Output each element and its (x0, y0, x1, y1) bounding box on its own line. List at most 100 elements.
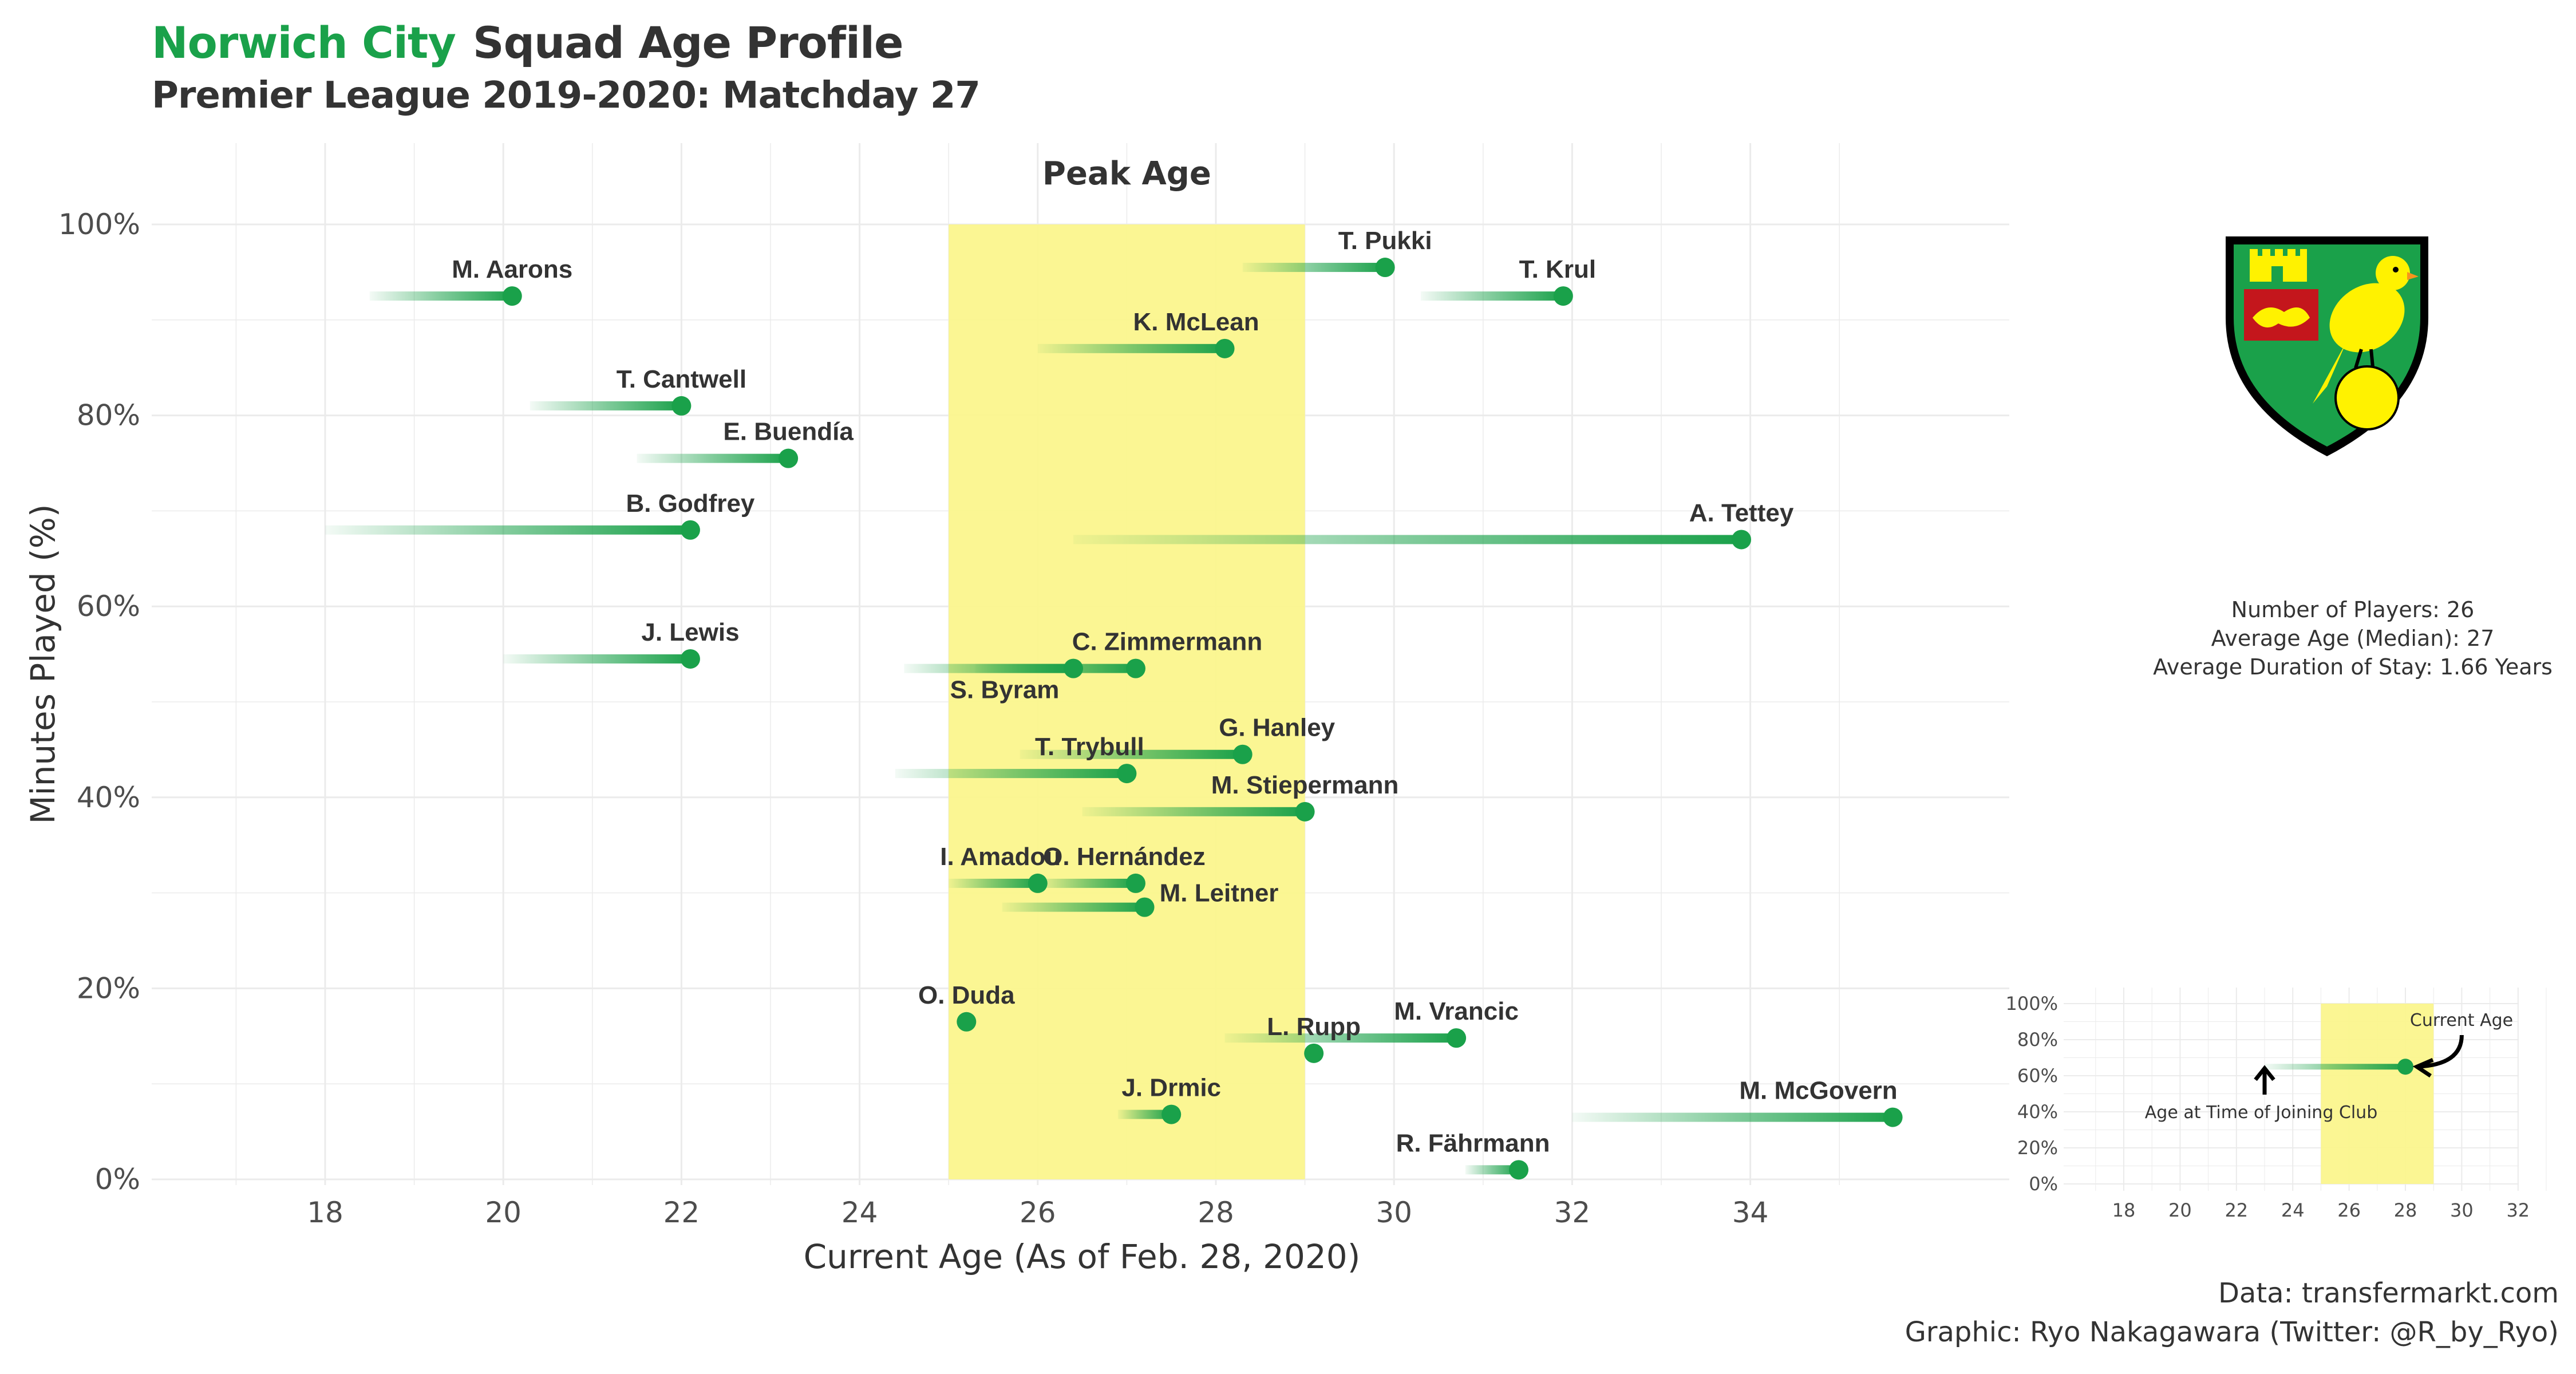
chart-subtitle: Premier League 2019-2020: Matchday 27 (152, 74, 981, 117)
x-tick-label: 22 (663, 1196, 700, 1229)
player-label: T. Trybull (1035, 733, 1144, 761)
x-tick-label: 28 (1198, 1196, 1234, 1229)
legend-y-tick: 20% (2017, 1137, 2058, 1159)
legend-y-tick: 60% (2017, 1065, 2058, 1087)
legend-arrowhead (2254, 1065, 2275, 1081)
player-label: T. Pukki (1338, 227, 1432, 255)
stay-segment (530, 401, 682, 410)
player-label: A. Tettey (1689, 499, 1794, 527)
current-age-point (1375, 258, 1395, 278)
legend-axis: 18 20 22 24 26 28 30 32 0% 20% 40% 60% 80% 100% (2006, 993, 2530, 1221)
legend-x-tick: 28 (2394, 1199, 2417, 1221)
player-label: I. Amadou (940, 843, 1061, 871)
stay-segment (1242, 263, 1385, 273)
y-tick-label: 40% (77, 781, 140, 814)
current-age-point (1232, 744, 1253, 764)
stay-segment (1224, 1033, 1457, 1043)
player-label: B. Godfrey (626, 489, 754, 518)
legend-y-tick: 80% (2017, 1029, 2058, 1051)
axis-layer: 18 20 22 24 26 28 30 32 34 0% 20% 40% 60% 80% 100% Curr… (23, 208, 1768, 1276)
stay-segment (1037, 878, 1136, 888)
stay-segment (904, 664, 1074, 673)
legend-y-tick: 100% (2006, 993, 2058, 1014)
legend-x-tick: 22 (2225, 1199, 2248, 1221)
player-label: R. Fährmann (1396, 1129, 1550, 1157)
title-text: Squad Age Profile (472, 17, 904, 68)
current-age-point (1117, 764, 1137, 784)
current-age-point (779, 448, 799, 468)
player-label: L. Rupp (1267, 1013, 1361, 1041)
legend-x-tick: 20 (2168, 1199, 2192, 1221)
legend-x-tick: 32 (2506, 1199, 2530, 1221)
legend-grid (2064, 988, 2547, 1191)
player-label: T. Krul (1519, 255, 1596, 283)
legend-annotations: Current Age Age at Time of Joining Club (2145, 1010, 2513, 1123)
squad-summary: Number of Players: 26 Average Age (Media… (2129, 595, 2576, 681)
current-age-point (957, 1012, 977, 1032)
player-label: S. Byram (950, 676, 1060, 704)
x-tick-label: 20 (485, 1196, 521, 1229)
legend-y-tick: 40% (2017, 1101, 2058, 1123)
x-tick-label: 30 (1376, 1196, 1412, 1229)
legend-arrowhead (2412, 1058, 2434, 1078)
stay-segment (369, 291, 512, 301)
x-tick-label: 18 (307, 1196, 343, 1229)
y-tick-label: 60% (77, 590, 140, 623)
player-label: O. Hernández (1043, 843, 1206, 871)
current-age-point (1553, 286, 1573, 306)
data-source: Data: transfermarkt.com (2218, 1277, 2559, 1309)
main-chart: Peak Age M. Aarons T. Pukki T. Krul K. McLe… (23, 143, 2009, 1276)
y-axis-title: Minutes Played (%) (23, 504, 62, 824)
legend-x-tick: 30 (2450, 1199, 2474, 1221)
peak-age-band (949, 224, 1305, 1179)
x-tick-label: 32 (1554, 1196, 1591, 1229)
y-tick-label: 100% (58, 208, 140, 241)
legend-current-age-point (2397, 1059, 2413, 1075)
legend-peak-band (2321, 1004, 2434, 1184)
legend-y-tick: 0% (2029, 1173, 2058, 1195)
player-label: T. Cantwell (617, 365, 746, 393)
legend-current-age-arrow (2416, 1035, 2464, 1069)
x-tick-label: 26 (1020, 1196, 1056, 1229)
player-label: G. Hanley (1219, 714, 1335, 742)
player-label: M. McGovern (1739, 1077, 1897, 1105)
stay-segment (1073, 535, 1742, 544)
x-tick-label: 24 (841, 1196, 878, 1229)
legend-joined-label: Age at Time of Joining Club (2145, 1103, 2377, 1123)
current-age-point (671, 396, 692, 416)
current-age-point (1125, 873, 1145, 893)
label-layer: M. Aarons T. Pukki T. Krul K. McLean T. Cant… (452, 227, 1897, 1157)
stay-segment (1572, 1112, 1893, 1122)
num-players-text: Number of Players: 26 (2231, 597, 2475, 622)
credits: Data: transfermarkt.com Graphic: Ryo Nak… (1905, 1274, 2559, 1352)
stay-segment (325, 525, 690, 535)
current-age-point (1447, 1028, 1467, 1048)
current-age-point (1732, 530, 1752, 550)
current-age-point (1883, 1107, 1903, 1127)
player-label: J. Drmic (1121, 1074, 1221, 1102)
current-age-point (680, 649, 700, 669)
legend-x-tick: 24 (2281, 1199, 2305, 1221)
legend-peak-band (2321, 1004, 2434, 1184)
graphic-credit: Graphic: Ryo Nakagawara (Twitter: @R_by_… (1905, 1316, 2559, 1348)
current-age-point (1064, 658, 1084, 678)
peak-band-layer: Peak Age (949, 155, 1305, 1179)
player-label: K. McLean (1133, 308, 1259, 336)
stay-segment (949, 878, 1038, 888)
current-age-point (502, 286, 522, 306)
legend-x-tick: 26 (2337, 1199, 2361, 1221)
stay-segment (1037, 344, 1225, 353)
current-age-point (1215, 338, 1235, 358)
legend-current-age-label: Current Age (2410, 1010, 2513, 1030)
player-label: M. Aarons (452, 255, 572, 283)
stay-segment (1020, 749, 1243, 759)
x-axis-title: Current Age (As of Feb. 28, 2020) (804, 1237, 1361, 1276)
stay-segment (637, 453, 789, 463)
y-tick-label: 80% (77, 399, 140, 432)
y-tick-label: 20% (77, 972, 140, 1005)
current-age-point (1295, 802, 1315, 822)
player-label: M. Leitner (1160, 879, 1279, 907)
club-name: Norwich City (152, 17, 456, 68)
avg-age-text: Average Age (Median): 27 (2211, 626, 2495, 651)
stay-segment (1082, 807, 1305, 816)
